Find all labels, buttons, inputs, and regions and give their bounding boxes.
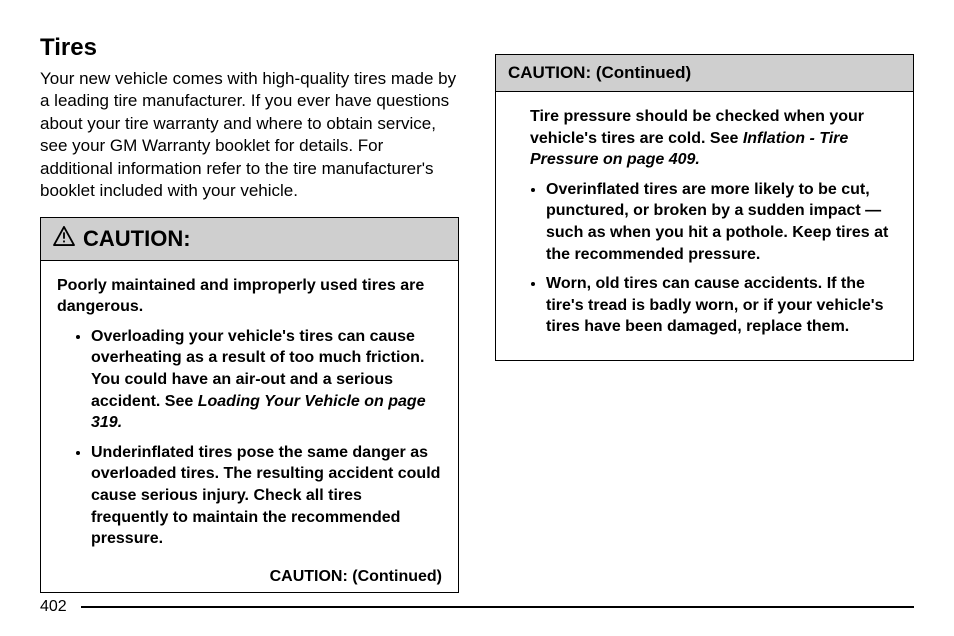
two-column-layout: Tires Your new vehicle comes with high-q… xyxy=(40,34,914,593)
caution-bullet-list-left: Overloading your vehicle's tires can cau… xyxy=(57,326,442,550)
bullet-text: Underinflated tires pose the same danger… xyxy=(91,444,440,547)
caution-continued-header-label: CAUTION: (Continued) xyxy=(508,63,691,83)
caution-bullet: Overloading your vehicle's tires can cau… xyxy=(91,326,442,434)
caution-body-left: Poorly maintained and improperly used ti… xyxy=(41,261,458,564)
footer-rule xyxy=(81,606,914,608)
warning-triangle-icon xyxy=(53,226,75,251)
caution-bullet: Underinflated tires pose the same danger… xyxy=(91,442,442,550)
right-column: CAUTION: (Continued) Tire pressure shoul… xyxy=(495,34,914,593)
caution-body-right: Tire pressure should be checked when you… xyxy=(496,92,913,360)
caution-box-primary: CAUTION: Poorly maintained and improperl… xyxy=(40,217,459,593)
caution-box-continued: CAUTION: (Continued) Tire pressure shoul… xyxy=(495,54,914,361)
manual-page: Tires Your new vehicle comes with high-q… xyxy=(0,0,954,636)
intro-paragraph: Your new vehicle comes with high-quality… xyxy=(40,68,459,203)
section-title: Tires xyxy=(40,34,459,62)
left-column: Tires Your new vehicle comes with high-q… xyxy=(40,34,459,593)
caution-title: CAUTION: xyxy=(83,226,191,252)
caution-header: CAUTION: xyxy=(41,217,458,261)
caution-lead-text: Poorly maintained and improperly used ti… xyxy=(57,275,442,318)
caution-bullet: Worn, old tires can cause accidents. If … xyxy=(546,273,897,338)
caution-bullet: Overinflated tires are more likely to be… xyxy=(546,179,897,265)
caution-continued-label: CAUTION: (Continued) xyxy=(41,564,458,592)
caution-lead-continued: Tire pressure should be checked when you… xyxy=(512,106,897,171)
caution-continued-header: CAUTION: (Continued) xyxy=(496,54,913,92)
page-footer: 402 xyxy=(40,598,914,616)
page-number: 402 xyxy=(40,598,67,616)
caution-bullet-list-right: Overinflated tires are more likely to be… xyxy=(512,179,897,338)
